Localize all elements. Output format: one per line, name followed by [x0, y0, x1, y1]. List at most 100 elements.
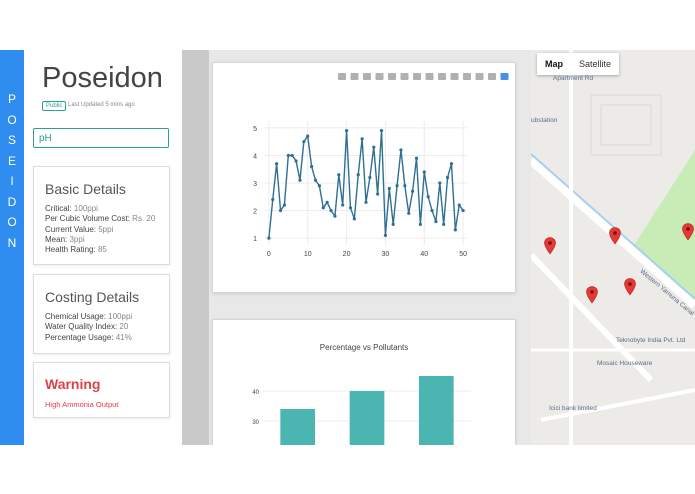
warning-message: High Ammonia Output [45, 400, 119, 409]
map-pin-icon[interactable] [624, 278, 636, 296]
data-point[interactable] [445, 175, 450, 180]
data-point[interactable] [449, 162, 454, 166]
basic-details-list: Critical: 100ppi Per Cubic Volume Cost: … [45, 204, 155, 255]
data-point[interactable] [434, 219, 438, 224]
park-area [631, 150, 695, 305]
data-point[interactable] [278, 208, 283, 213]
visibility-badge: Public [42, 101, 67, 111]
data-point[interactable] [352, 217, 356, 221]
spike-lines-icon[interactable] [463, 73, 471, 80]
bar[interactable] [280, 409, 315, 445]
last-updated-text: Last Updated 5 mins ago [68, 102, 135, 108]
map-label-bank: Icici bank limited [549, 405, 597, 412]
map-type-toggle: Map Satellite [537, 53, 620, 75]
data-point[interactable] [348, 206, 353, 210]
data-point[interactable] [383, 233, 388, 237]
map-pin-icon[interactable] [609, 227, 621, 245]
data-point[interactable] [418, 222, 422, 226]
data-point[interactable] [372, 145, 376, 149]
data-point[interactable] [422, 170, 426, 174]
data-point[interactable] [364, 200, 368, 204]
building-block [590, 94, 662, 156]
pan-icon[interactable] [375, 73, 384, 80]
zoom-in-icon[interactable] [413, 73, 421, 80]
box-select-icon[interactable] [388, 73, 396, 80]
basic-row: Critical: 100ppi [45, 204, 98, 213]
map-label-apartment: Apartment Rd [553, 75, 594, 82]
costing-details-list: Chemical Usage: 100ppi Water Quality Ind… [45, 312, 132, 343]
data-point[interactable] [426, 195, 430, 199]
bar[interactable] [349, 391, 385, 445]
data-point[interactable] [356, 173, 360, 177]
rail-letter: O [7, 215, 17, 229]
costing-row: Percentage Usage: 41% [45, 332, 132, 342]
chart-toolbar [338, 73, 509, 80]
map-pin-icon[interactable] [682, 223, 694, 241]
data-point[interactable] [461, 208, 465, 213]
data-point[interactable] [453, 228, 457, 232]
data-point[interactable] [387, 186, 391, 191]
main-content: 1 2 3 4 5 0 10 20 30 40 50 Percentage vs Pollutant… [209, 50, 531, 445]
data-point[interactable] [376, 192, 380, 196]
data-point[interactable] [286, 153, 290, 158]
data-point[interactable] [337, 173, 341, 177]
data-point[interactable] [360, 137, 364, 141]
data-point[interactable] [438, 181, 442, 185]
data-point[interactable] [290, 153, 294, 158]
data-point[interactable] [282, 203, 287, 207]
data-point[interactable] [313, 178, 318, 182]
autoscale-icon[interactable] [438, 73, 446, 80]
plotly-logo-icon[interactable] [500, 73, 509, 80]
data-point[interactable] [325, 200, 329, 204]
data-point[interactable] [298, 178, 302, 182]
map-view[interactable]: Map Satellite Apartment Rd ubstation Wes… [531, 50, 695, 445]
data-point[interactable] [414, 156, 419, 160]
data-point[interactable] [368, 175, 372, 180]
bar-chart-title: Percentage vs Pollutants [320, 343, 409, 352]
data-point[interactable] [379, 129, 384, 133]
rail-letter: P [7, 92, 16, 106]
bar[interactable] [419, 376, 454, 445]
data-point[interactable] [395, 184, 399, 188]
data-point[interactable] [310, 164, 314, 169]
map-type-satellite[interactable]: Satellite [579, 59, 612, 69]
data-point[interactable] [391, 222, 395, 226]
data-point[interactable] [329, 208, 333, 213]
data-point[interactable] [321, 206, 325, 210]
data-point[interactable] [399, 148, 403, 152]
zoom-icon[interactable] [363, 73, 371, 80]
data-point[interactable] [411, 189, 415, 193]
zoom-out-icon[interactable] [425, 73, 434, 80]
data-point[interactable] [403, 184, 407, 188]
reset-axes-icon[interactable] [450, 73, 459, 80]
y-tick-label: 3 [253, 181, 257, 188]
rail-letter: O [7, 112, 17, 127]
map-label-company: Teknobyte India Pvt. Ltd [616, 337, 686, 344]
data-point[interactable] [430, 208, 434, 213]
data-point[interactable] [341, 203, 345, 207]
brand-title: Poseidon [42, 62, 163, 94]
map-type-map[interactable]: Map [545, 59, 563, 69]
data-point[interactable] [275, 162, 279, 166]
data-point[interactable] [333, 214, 337, 218]
data-point[interactable] [457, 203, 461, 207]
camera-icon[interactable] [338, 73, 346, 80]
save-icon[interactable] [350, 73, 359, 80]
map-pin-icon[interactable] [544, 237, 556, 255]
data-point[interactable] [267, 236, 271, 240]
map-pin-icon[interactable] [586, 286, 598, 304]
lasso-icon[interactable] [400, 73, 409, 80]
data-point[interactable] [294, 159, 298, 163]
data-point[interactable] [317, 184, 321, 188]
data-point[interactable] [442, 222, 446, 226]
data-point[interactable] [344, 129, 349, 133]
search-input[interactable] [33, 128, 169, 148]
data-point[interactable] [302, 140, 306, 144]
hover-closest-icon[interactable] [475, 73, 484, 80]
data-point[interactable] [306, 134, 310, 138]
hover-compare-icon[interactable] [488, 73, 496, 80]
data-point[interactable] [271, 197, 275, 202]
data-point[interactable] [407, 211, 411, 215]
sidebar: Poseidon Public Last Updated 5 mins ago … [24, 50, 182, 445]
